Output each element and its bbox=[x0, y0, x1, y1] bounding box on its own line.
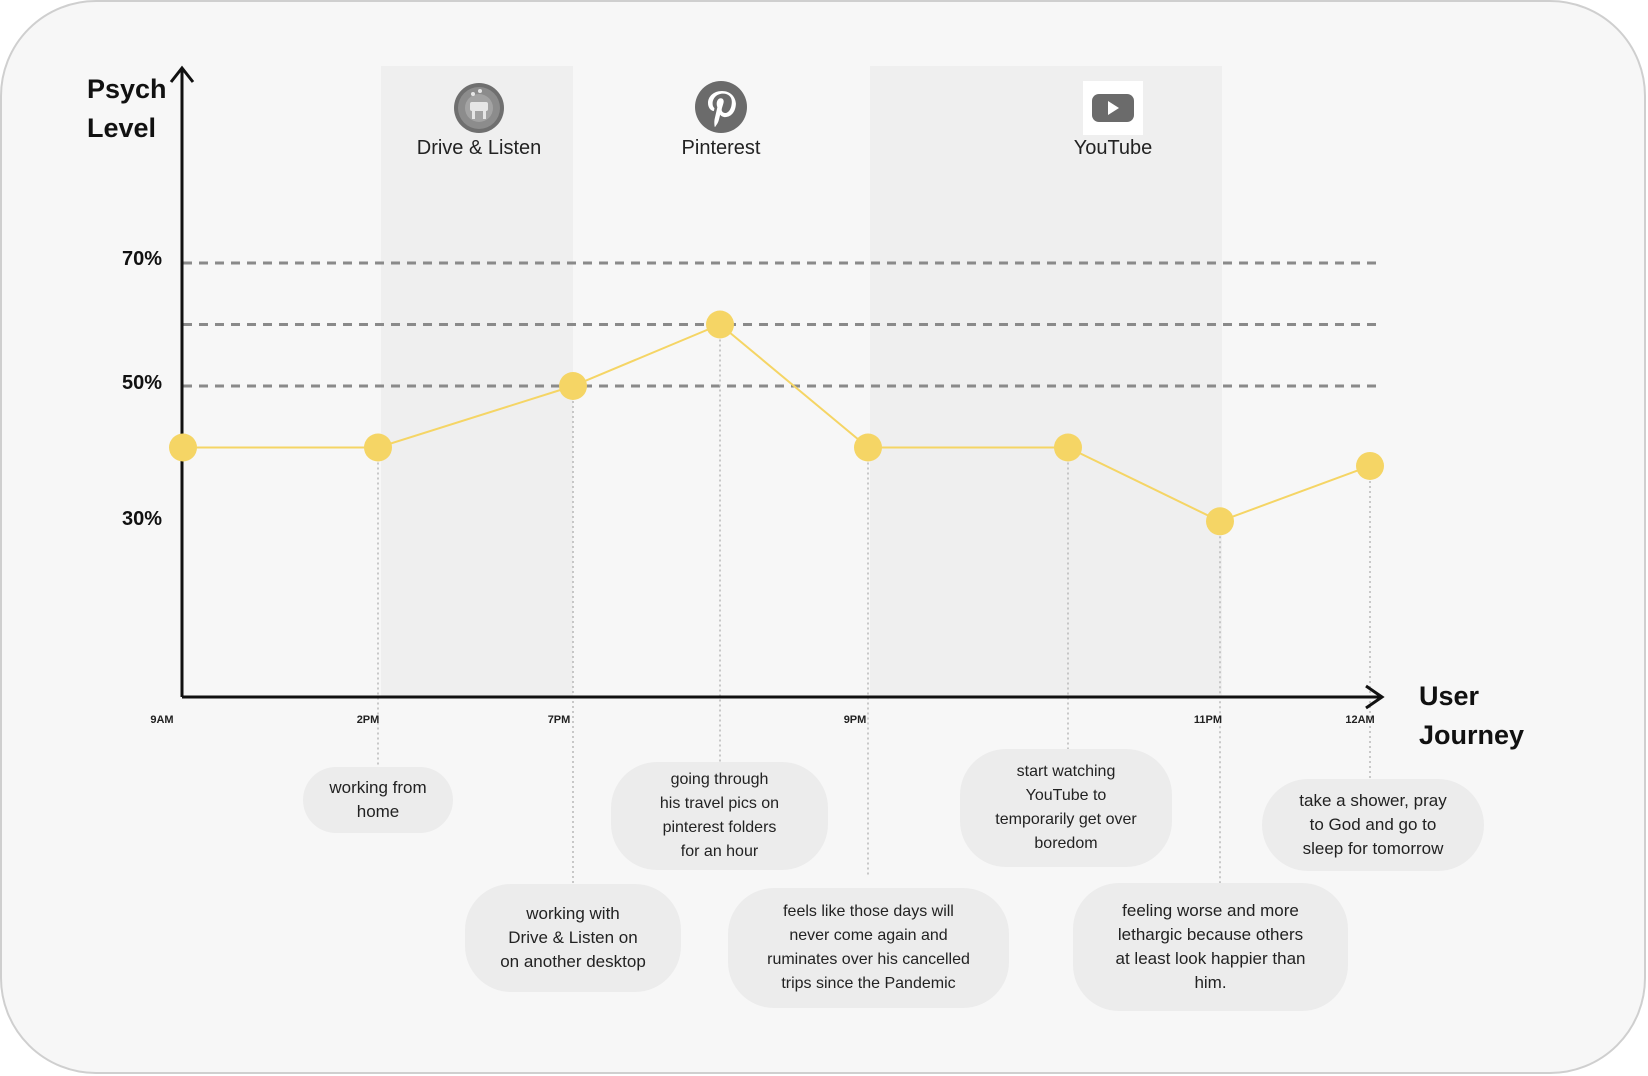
note-travel-pics: going through his travel pics on pintere… bbox=[611, 762, 828, 870]
note-working-with-drive-listen: working with Drive & Listen on on anothe… bbox=[465, 884, 681, 992]
y-tick-70: 70% bbox=[121, 248, 162, 270]
x-axis-label: User Journey bbox=[1419, 677, 1524, 755]
y-axis-arrow bbox=[169, 65, 195, 83]
x-axis-label-line1: User bbox=[1419, 681, 1480, 711]
data-point bbox=[1054, 433, 1082, 462]
app-label-youtube: YouTube bbox=[1073, 137, 1153, 159]
note-ruminates: feels like those days will never come ag… bbox=[728, 888, 1009, 1008]
x-tick-7pm: 7PM bbox=[547, 714, 571, 726]
note-working-from-home: working from home bbox=[303, 767, 453, 833]
data-point bbox=[559, 372, 587, 400]
y-axis-label-line2: Level bbox=[87, 113, 157, 143]
data-point bbox=[364, 433, 392, 462]
drive-listen-icon bbox=[454, 83, 504, 133]
y-axis-label-line1: Psych bbox=[87, 74, 167, 104]
data-point bbox=[706, 310, 734, 339]
x-tick-11pm: 11PM bbox=[1193, 714, 1223, 726]
note-take-shower: take a shower, pray to God and go to sle… bbox=[1262, 779, 1484, 871]
psych-level-line bbox=[183, 323, 1371, 523]
data-point bbox=[1356, 451, 1384, 480]
y-tick-50: 50% bbox=[121, 372, 162, 394]
drive-listen-band bbox=[381, 66, 573, 696]
youtube-icon bbox=[1083, 81, 1143, 135]
x-tick-9pm: 9PM bbox=[843, 714, 867, 726]
data-point bbox=[1206, 507, 1234, 536]
note-feeling-worse: feeling worse and more lethargic because… bbox=[1073, 883, 1348, 1011]
y-tick-30: 30% bbox=[121, 508, 162, 530]
x-axis-arrow bbox=[1365, 684, 1385, 710]
x-tick-12am: 12AM bbox=[1345, 714, 1375, 726]
data-point bbox=[169, 433, 197, 462]
pinterest-icon bbox=[695, 81, 747, 133]
y-axis-label: Psych Level bbox=[87, 70, 167, 148]
x-tick-9am: 9AM bbox=[150, 714, 174, 726]
data-point bbox=[854, 433, 882, 462]
note-start-youtube: start watching YouTube to temporarily ge… bbox=[960, 749, 1172, 867]
app-label-pinterest: Pinterest bbox=[681, 137, 761, 159]
x-tick-2pm: 2PM bbox=[356, 714, 380, 726]
x-axis-label-line2: Journey bbox=[1419, 720, 1525, 750]
youtube-band bbox=[870, 66, 1222, 696]
app-label-drive-listen: Drive & Listen bbox=[416, 137, 542, 159]
